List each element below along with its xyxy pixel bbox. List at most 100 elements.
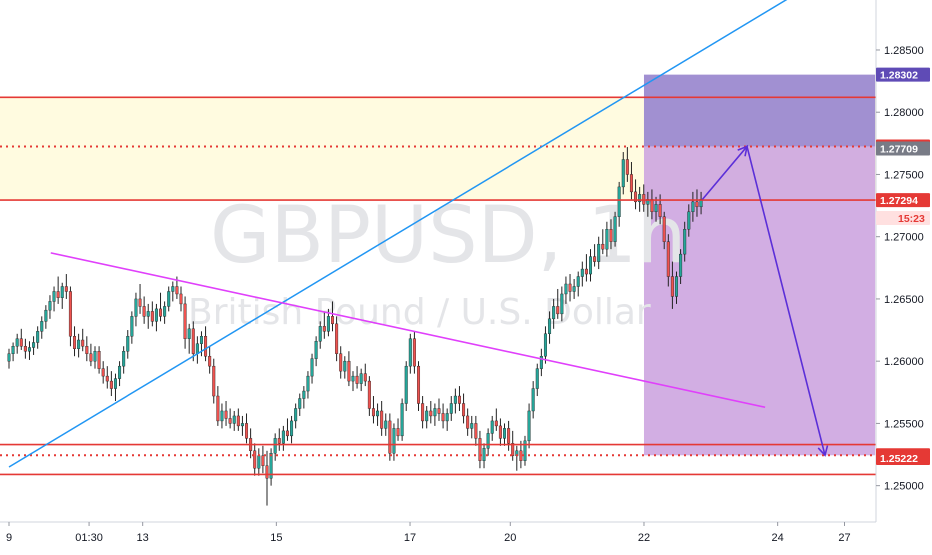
candle xyxy=(478,430,482,469)
candle-body xyxy=(396,428,400,437)
candle-body xyxy=(285,430,289,437)
price-tick-label: 1.26500 xyxy=(884,294,924,306)
candle xyxy=(539,348,543,377)
candle-body xyxy=(609,229,613,242)
price-tick-label: 1.27000 xyxy=(884,232,924,244)
candle xyxy=(691,191,695,222)
candle xyxy=(523,435,527,466)
candle xyxy=(355,366,359,389)
candle-body xyxy=(134,298,138,317)
candle-body xyxy=(564,283,568,295)
candle xyxy=(216,386,220,426)
candle-body xyxy=(523,440,527,461)
candle-body xyxy=(695,201,699,208)
candle-body xyxy=(429,410,433,417)
candle-body xyxy=(449,403,453,414)
candle-body xyxy=(519,450,523,461)
candle xyxy=(392,423,396,461)
candle-body xyxy=(257,455,261,469)
candle xyxy=(568,274,572,302)
candle-body xyxy=(621,159,625,188)
time-tick-label: 20 xyxy=(504,532,516,544)
candle-body xyxy=(347,360,351,382)
candle-body xyxy=(232,415,236,424)
candle-body xyxy=(453,395,457,404)
candle-body xyxy=(572,286,576,292)
candle-body xyxy=(216,395,220,422)
candle-body xyxy=(629,174,633,193)
time-tick-label: 22 xyxy=(638,532,650,544)
candle-body xyxy=(359,373,363,384)
candle-body xyxy=(474,423,478,439)
candle xyxy=(93,346,97,369)
candle xyxy=(601,229,605,255)
candle-body xyxy=(240,423,244,427)
candle-body xyxy=(462,403,466,417)
candle xyxy=(433,403,437,426)
candle xyxy=(445,408,449,431)
candle xyxy=(113,373,117,402)
candle-body xyxy=(392,428,396,454)
candle xyxy=(89,343,93,367)
candle xyxy=(662,211,666,250)
candle xyxy=(232,410,236,431)
candle xyxy=(97,346,101,374)
price-axis[interactable]: 1.28500 1.28000 1.27500 1.27000 1.26500 1.260… xyxy=(875,0,932,550)
candle-body xyxy=(617,186,621,217)
candle-body xyxy=(589,256,593,275)
stop-loss-zone xyxy=(643,74,876,147)
candle-body xyxy=(310,358,314,377)
candle xyxy=(453,388,457,414)
candle xyxy=(273,433,277,461)
time-tick-label: 27 xyxy=(838,532,850,544)
candle xyxy=(27,341,31,360)
candle-body xyxy=(675,276,679,297)
candle xyxy=(60,282,64,309)
candle xyxy=(543,326,547,364)
candle xyxy=(77,333,81,358)
candle xyxy=(466,408,470,436)
candle-body xyxy=(15,338,19,347)
candle xyxy=(556,288,560,319)
candle xyxy=(486,428,490,456)
candle-body xyxy=(470,423,474,429)
candle-body xyxy=(142,306,146,317)
candle-body xyxy=(482,448,486,461)
candle xyxy=(494,408,498,431)
candle-body xyxy=(662,216,666,242)
price-tick-label: 1.28000 xyxy=(884,107,924,119)
candle-body xyxy=(654,204,658,213)
price-axis-background xyxy=(876,0,932,550)
price-tick-label: 1.25500 xyxy=(884,418,924,430)
candle-body xyxy=(290,420,294,437)
candle-body xyxy=(560,293,564,315)
candle-body xyxy=(531,388,535,412)
candle-body xyxy=(265,465,269,479)
candle xyxy=(73,326,77,357)
candle-body xyxy=(650,199,654,213)
candle-body xyxy=(269,453,273,479)
candle xyxy=(470,415,474,439)
candle xyxy=(634,179,638,210)
candle-body xyxy=(245,423,249,439)
candle-body xyxy=(441,413,445,422)
candle-body xyxy=(52,291,56,302)
time-axis[interactable]: 9 01:30 13 15 17 20 22 24 27 xyxy=(0,521,876,550)
candle xyxy=(654,196,658,222)
candle-body xyxy=(60,286,64,298)
candle xyxy=(613,211,617,247)
candle-body xyxy=(371,408,375,417)
candle-body xyxy=(277,438,281,444)
candle-body xyxy=(433,408,437,417)
candle-body xyxy=(408,338,412,367)
candle-body xyxy=(498,425,502,439)
candle xyxy=(343,356,347,379)
candle xyxy=(576,271,580,297)
candle-body xyxy=(367,380,371,409)
candle-body xyxy=(613,216,617,242)
candle-body xyxy=(150,311,154,322)
candle-body xyxy=(568,283,572,292)
candle xyxy=(687,204,691,237)
candle xyxy=(666,234,670,287)
